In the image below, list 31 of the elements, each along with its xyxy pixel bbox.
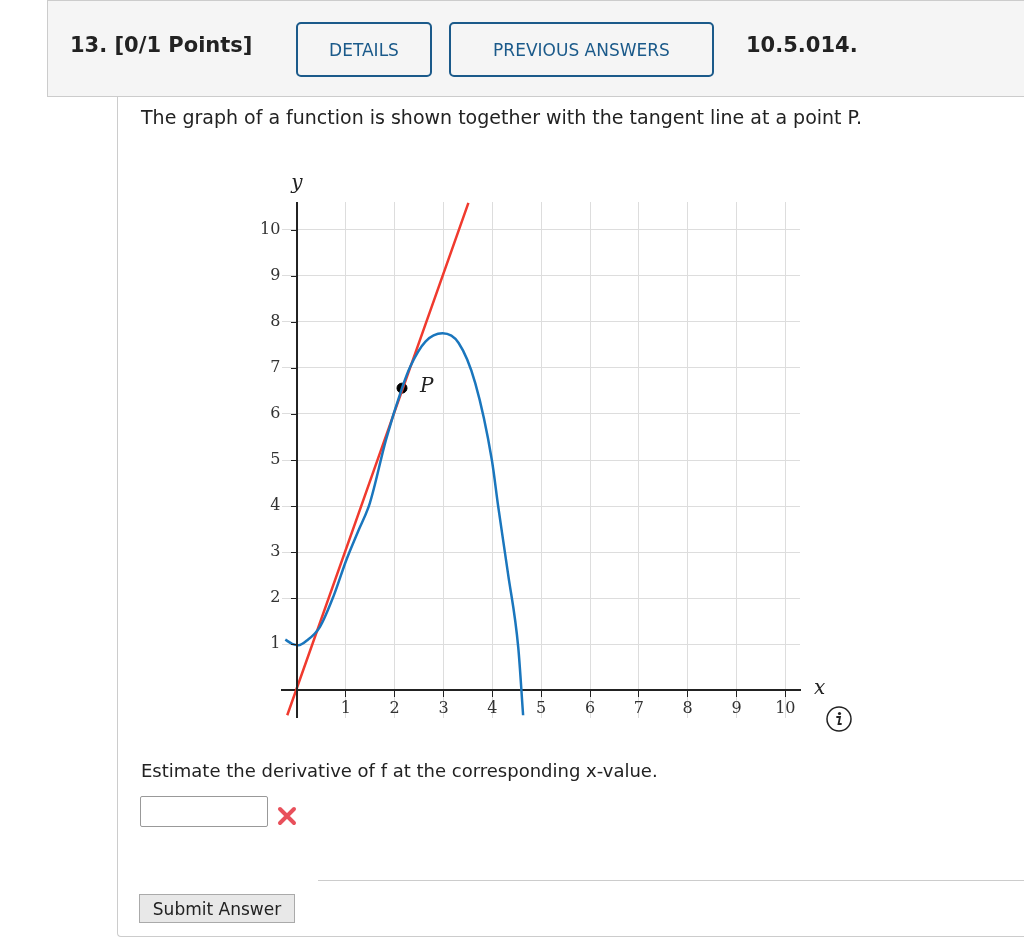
y-tick-label: 5 [270,449,281,469]
line-series [284,332,525,717]
y-tick-label: 4 [270,495,281,515]
x-tick-label: 6 [584,698,596,718]
x-tick-label: 2 [389,698,400,718]
text: Submit Answer [139,894,295,923]
text: Estimate the derivative of f at the corresponding x-value. [141,760,658,781]
y-tick-label: 9 [270,264,281,284]
y-tick-label: 8 [270,310,281,330]
y-tick-label: 2 [270,587,281,607]
annotation: P [419,373,434,398]
text: 10.5.014. [746,33,858,57]
chart-title: The graph of a function is shown together with the tangent line at a point P. [141,106,863,128]
x-tick-label: 4 [487,698,498,718]
x-tick-label: 1 [340,698,351,718]
x-tick-label: 9 [731,698,742,718]
y-tick-label: 6 [270,403,281,423]
x-tick-label: 3 [438,698,449,718]
text: 13. [0/1 Points] [70,33,253,57]
x-tick-label: 7 [633,698,644,718]
y-tick-label: 10 [260,218,281,238]
y-tick-label: 7 [270,357,281,377]
y-tick-label: 3 [270,541,281,561]
x-axis-title: x [814,674,826,699]
text: DETAILS [296,22,432,77]
x-tick-label: 5 [536,698,547,718]
x-tick-label: 10 [775,698,796,718]
text: PREVIOUS ANSWERS [449,22,714,77]
y-axis-title: y [290,170,304,195]
x-tick-label: 8 [682,698,693,718]
y-tick-label: 1 [270,633,281,653]
